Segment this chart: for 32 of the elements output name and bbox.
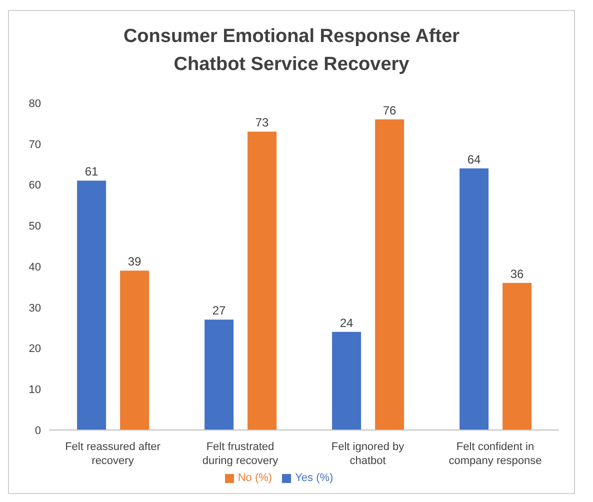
bar [120,270,150,430]
legend-label: Yes (%) [295,472,334,484]
bar [502,282,532,430]
data-label: 61 [84,164,99,179]
bar [77,180,106,430]
bar [460,168,489,430]
x-tick-label: Felt ignored by chatbot [331,441,405,467]
y-tick-label: 10 [28,384,41,396]
legend-label: No (%) [238,472,272,484]
data-label: 27 [212,304,226,318]
y-tick-label: 0 [34,424,41,437]
y-tick-label: 70 [28,138,41,151]
chart-title: Consumer Emotional Response After Chatbot Service Recovery [122,25,461,77]
bar [332,332,362,430]
y-tick-label: 30 [28,302,41,314]
y-tick-label: 80 [28,98,41,110]
data-label: 76 [382,103,397,118]
y-tick-label: 20 [28,343,41,356]
x-tick-label: Felt frustrated during recovery [202,441,279,467]
data-label: 24 [340,316,354,330]
bar [204,320,234,430]
data-label: 64 [467,152,482,166]
data-label: 36 [510,266,524,281]
data-label: 39 [128,254,142,269]
bar [375,119,404,430]
y-tick-label: 50 [28,220,41,233]
x-tick-label: Felt confident in company response [448,441,542,467]
y-tick-label: 40 [28,261,41,274]
x-tick-label: Felt reassured after recovery [65,441,161,467]
bar [248,132,277,430]
y-tick-label: 60 [28,180,41,192]
data-label: 73 [255,116,270,130]
